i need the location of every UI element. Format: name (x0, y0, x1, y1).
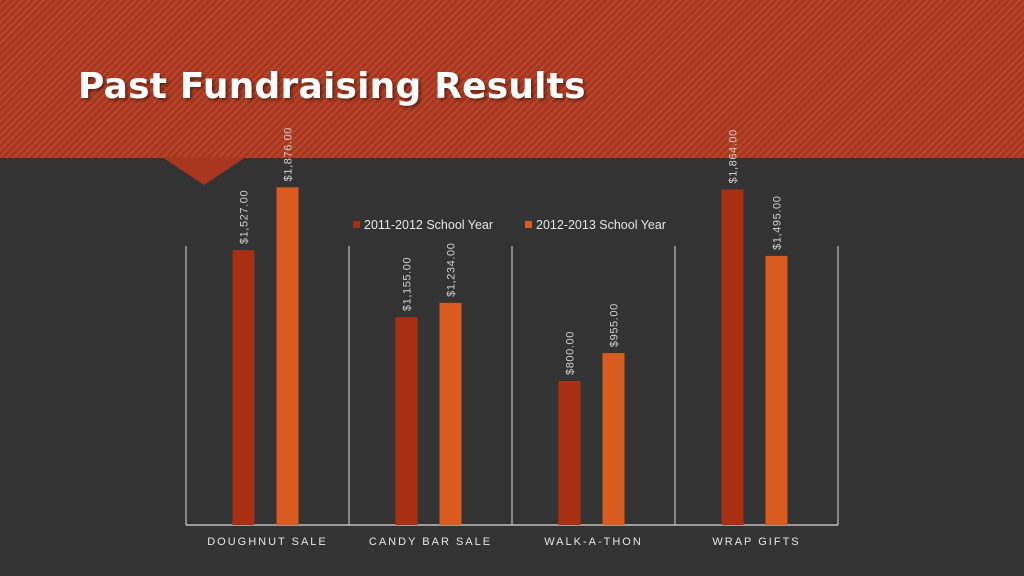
bar-1 (232, 250, 255, 525)
title-banner-notch (162, 157, 246, 185)
data-label: $1,155.00 (402, 257, 414, 311)
legend-swatch-1 (353, 221, 360, 228)
bar-2 (765, 255, 788, 525)
legend-label-2: 2012-2013 School Year (536, 218, 666, 232)
data-label: $1,495.00 (772, 196, 784, 250)
data-label: $955.00 (609, 303, 621, 347)
bar-1 (395, 317, 418, 525)
data-label: $1,234.00 (446, 243, 458, 297)
category-label: WALK-A-THON (544, 536, 643, 548)
title-banner: Past Fundraising Results (0, 0, 1024, 158)
bar-2 (276, 187, 299, 525)
data-label: $1,864.00 (728, 129, 740, 183)
data-label: $1,876.00 (283, 127, 295, 181)
category-label: WRAP GIFTS (712, 536, 800, 548)
legend-swatch-2 (525, 221, 532, 228)
page-title: Past Fundraising Results (78, 66, 586, 107)
data-label: $800.00 (565, 331, 577, 375)
category-label: CANDY BAR SALE (369, 536, 492, 548)
bar-1 (721, 189, 744, 526)
bar-1 (558, 381, 581, 525)
data-label: $1,527.00 (239, 190, 251, 244)
bar-2 (439, 302, 462, 525)
bar-2 (602, 353, 625, 525)
category-label: DOUGHNUT SALE (207, 536, 328, 548)
legend-label-1: 2011-2012 School Year (364, 218, 493, 232)
